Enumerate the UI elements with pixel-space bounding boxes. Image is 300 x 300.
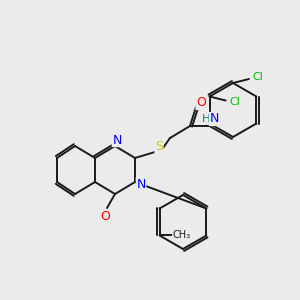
Text: CH₃: CH₃ — [172, 230, 191, 241]
Text: Cl: Cl — [253, 72, 263, 82]
Text: H: H — [202, 114, 210, 124]
Text: N: N — [136, 178, 146, 190]
Text: N: N — [209, 112, 219, 125]
Text: O: O — [100, 211, 110, 224]
Text: Cl: Cl — [229, 98, 240, 107]
Text: S: S — [155, 140, 163, 154]
Text: N: N — [112, 134, 122, 146]
Text: O: O — [196, 97, 206, 110]
